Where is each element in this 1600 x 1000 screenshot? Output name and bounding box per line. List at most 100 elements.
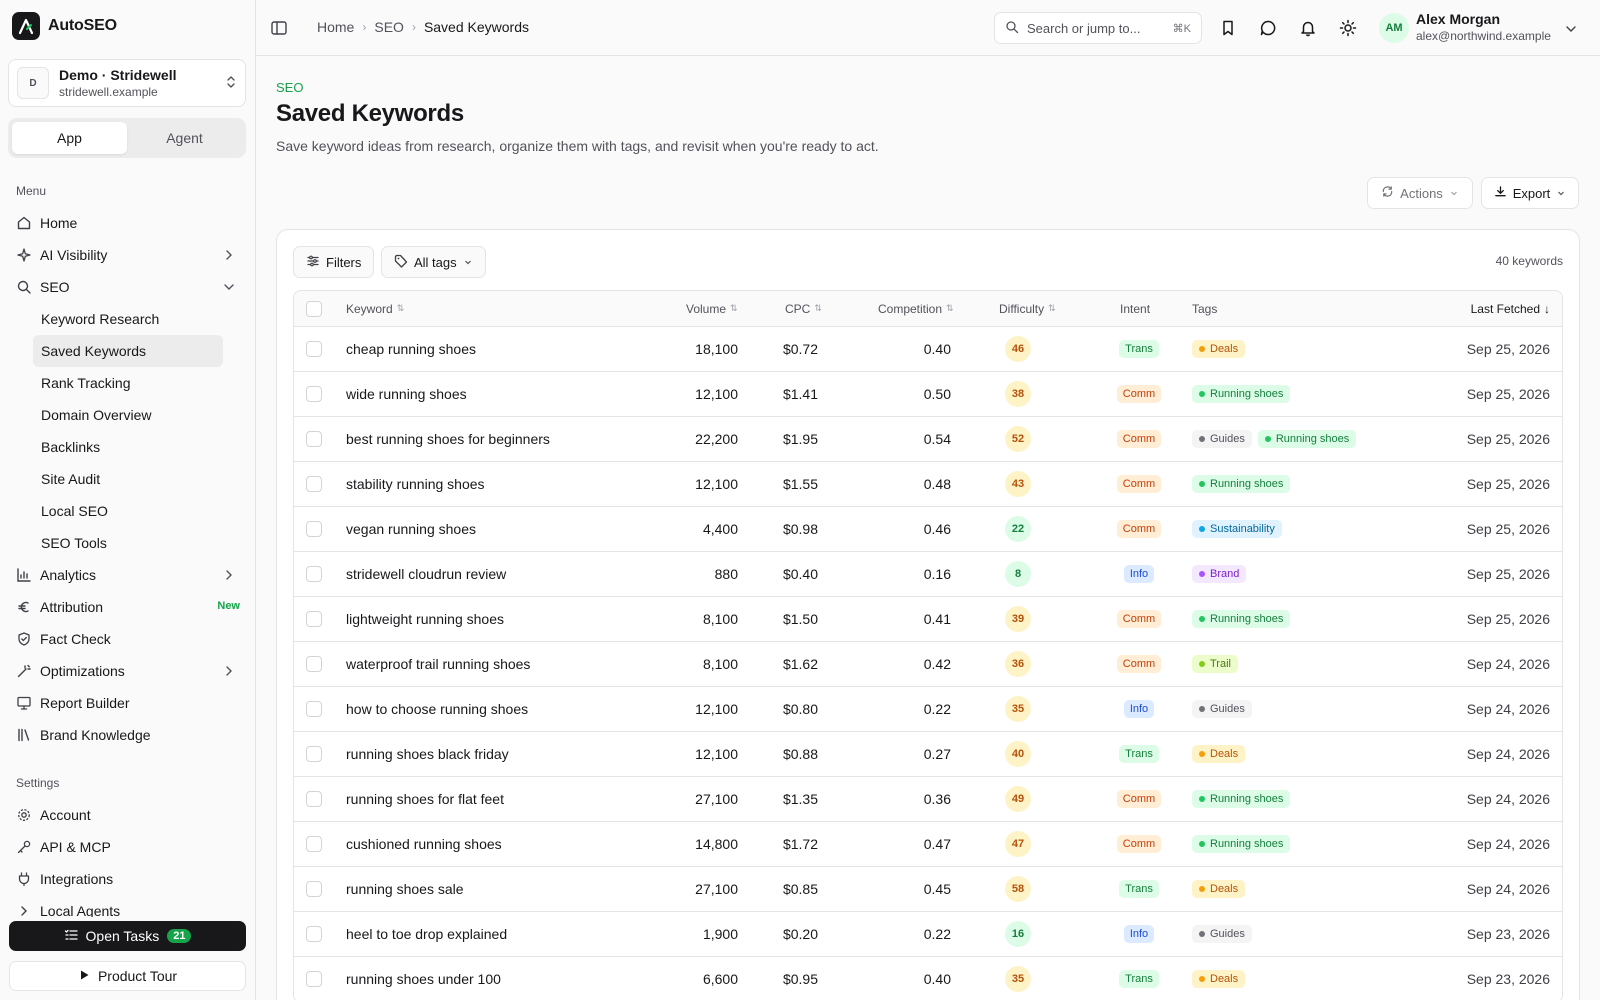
tag-chip[interactable]: Deals [1192,340,1246,358]
chevron-down-icon[interactable] [1564,22,1578,39]
breadcrumb-seo[interactable]: SEO [374,19,404,35]
user-menu[interactable]: Alex Morgan alex@northwind.example [1416,11,1551,43]
table-row[interactable]: wide running shoes 12,100 $1.41 0.50 38 … [294,372,1562,417]
bell-icon[interactable] [1298,18,1318,38]
row-checkbox[interactable] [306,791,322,807]
tag-chip[interactable]: Running shoes [1192,475,1291,493]
bookmark-icon[interactable] [1218,18,1238,38]
keyword-cell[interactable]: lightweight running shoes [346,611,504,627]
tag-chip[interactable]: Trail [1192,655,1238,673]
sidebar-sub-seo-tools[interactable]: SEO Tools [41,535,107,551]
product-tour-button[interactable]: Product Tour [9,961,246,991]
keyword-cell[interactable]: stability running shoes [346,476,485,492]
table-row[interactable]: stability running shoes 12,100 $1.55 0.4… [294,462,1562,507]
keyword-cell[interactable]: running shoes for flat feet [346,791,504,807]
tag-chip[interactable]: Running shoes [1192,385,1291,403]
table-row[interactable]: running shoes under 100 6,600 $0.95 0.40… [294,957,1562,1000]
table-row[interactable]: cushioned running shoes 14,800 $1.72 0.4… [294,822,1562,867]
tab-agent[interactable]: Agent [166,130,203,146]
open-tasks-button[interactable]: Open Tasks 21 [9,921,246,951]
row-checkbox[interactable] [306,881,322,897]
keyword-cell[interactable]: best running shoes for beginners [346,431,550,447]
sidebar-item-home[interactable]: Home [0,207,256,239]
sidebar-sub-domain-overview[interactable]: Domain Overview [41,407,152,423]
sidebar-sub-rank-tracking[interactable]: Rank Tracking [41,375,131,391]
search-input[interactable]: Search or jump to... ⌘K [994,12,1202,44]
tag-chip[interactable]: Running shoes [1192,835,1291,853]
col-difficulty[interactable]: Difficulty ⇅ [999,291,1056,326]
sidebar-sub-local-seo[interactable]: Local SEO [41,503,108,519]
breadcrumb-home[interactable]: Home [317,19,355,35]
actions-button[interactable]: Actions [1367,177,1473,209]
table-row[interactable]: running shoes sale 27,100 $0.85 0.45 58 … [294,867,1562,912]
table-row[interactable]: heel to toe drop explained 1,900 $0.20 0… [294,912,1562,957]
tag-chip[interactable]: Guides [1192,925,1252,943]
message-icon[interactable] [1258,18,1278,38]
avatar[interactable]: AM [1379,13,1409,43]
sun-icon[interactable] [1338,18,1358,38]
sidebar-item-attribution[interactable]: Attribution New [0,591,256,623]
export-button[interactable]: Export [1481,177,1579,209]
table-row[interactable]: vegan running shoes 4,400 $0.98 0.46 22 … [294,507,1562,552]
row-checkbox[interactable] [306,521,322,537]
table-row[interactable]: stridewell cloudrun review 880 $0.40 0.1… [294,552,1562,597]
keyword-cell[interactable]: cheap running shoes [346,341,476,357]
keyword-cell[interactable]: running shoes black friday [346,746,509,762]
row-checkbox[interactable] [306,611,322,627]
keyword-cell[interactable]: running shoes under 100 [346,971,501,987]
row-checkbox[interactable] [306,656,322,672]
tag-chip[interactable]: Sustainability [1192,520,1282,538]
col-competition[interactable]: Competition ⇅ [878,291,954,326]
tag-chip[interactable]: Deals [1192,745,1246,763]
keyword-cell[interactable]: running shoes sale [346,881,464,897]
sidebar-toggle-icon[interactable] [270,19,288,40]
row-checkbox[interactable] [306,341,322,357]
sidebar-item-optimizations[interactable]: Optimizations [0,655,256,687]
sidebar-sub-keyword-research[interactable]: Keyword Research [41,311,160,327]
row-checkbox[interactable] [306,701,322,717]
tag-chip[interactable]: Brand [1192,565,1247,583]
table-row[interactable]: cheap running shoes 18,100 $0.72 0.40 46… [294,327,1562,372]
keyword-cell[interactable]: vegan running shoes [346,521,476,537]
table-row[interactable]: lightweight running shoes 8,100 $1.50 0.… [294,597,1562,642]
col-last-fetched[interactable]: Last Fetched ↓ [1471,291,1550,326]
tag-chip[interactable]: Running shoes [1257,430,1357,448]
sidebar-item-fact-check[interactable]: Fact Check [0,623,256,655]
tag-chip[interactable]: Running shoes [1192,610,1291,628]
row-checkbox[interactable] [306,566,322,582]
tag-chip[interactable]: Guides [1192,700,1252,718]
table-row[interactable]: running shoes for flat feet 27,100 $1.35… [294,777,1562,822]
row-checkbox[interactable] [306,836,322,852]
row-checkbox[interactable] [306,386,322,402]
table-row[interactable]: running shoes black friday 12,100 $0.88 … [294,732,1562,777]
keyword-cell[interactable]: cushioned running shoes [346,836,502,852]
tab-app[interactable]: App [12,122,127,154]
keyword-cell[interactable]: stridewell cloudrun review [346,566,507,582]
keyword-cell[interactable]: waterproof trail running shoes [346,656,531,672]
tags-filter-dropdown[interactable]: All tags [381,246,486,278]
keyword-cell[interactable]: wide running shoes [346,386,467,402]
sidebar-item-seo[interactable]: SEO [0,271,256,303]
sidebar-item-local-agents[interactable]: Local Agents [0,895,256,917]
sidebar-item-account[interactable]: Account [0,799,256,831]
row-checkbox[interactable] [306,476,322,492]
sidebar-item-report-builder[interactable]: Report Builder [0,687,256,719]
sidebar-item-integrations[interactable]: Integrations [0,863,256,895]
table-row[interactable]: waterproof trail running shoes 8,100 $1.… [294,642,1562,687]
select-all-checkbox[interactable] [306,300,322,317]
sidebar-sub-backlinks[interactable]: Backlinks [41,439,101,455]
sidebar-sub-site-audit[interactable]: Site Audit [41,471,101,487]
tag-chip[interactable]: Deals [1192,880,1246,898]
table-row[interactable]: best running shoes for beginners 22,200 … [294,417,1562,462]
tag-chip[interactable]: Running shoes [1192,790,1291,808]
sidebar-item-ai-visibility[interactable]: AI Visibility [0,239,256,271]
row-checkbox[interactable] [306,971,322,987]
tag-chip[interactable]: Guides [1192,430,1252,448]
col-volume[interactable]: Volume ⇅ [686,291,738,326]
row-checkbox[interactable] [306,926,322,942]
table-row[interactable]: how to choose running shoes 12,100 $0.80… [294,687,1562,732]
sidebar-item-analytics[interactable]: Analytics [0,559,256,591]
filters-button[interactable]: Filters [293,246,375,278]
sidebar-sub-saved-keywords[interactable]: Saved Keywords [33,335,223,367]
col-keyword[interactable]: Keyword ⇅ [346,291,404,326]
